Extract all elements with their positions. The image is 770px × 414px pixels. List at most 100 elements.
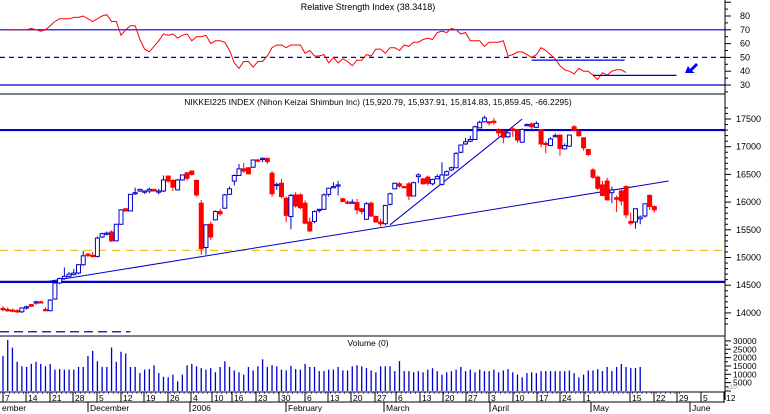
candle-body	[189, 170, 195, 175]
month-label: 2006	[192, 403, 211, 412]
candle-body	[94, 237, 100, 257]
day-label: 6	[398, 393, 403, 403]
day-label: 23	[258, 393, 268, 403]
day-label: 10	[515, 393, 525, 403]
candle-body	[274, 183, 280, 187]
candle-body	[245, 167, 251, 175]
day-label: 16	[234, 393, 244, 403]
price-tick-label: 16000	[736, 197, 761, 207]
month-label: May	[593, 403, 610, 412]
candle-body	[477, 121, 483, 129]
price-tick-label: 15500	[736, 225, 761, 235]
candle-body	[194, 179, 200, 196]
day-label: 26	[170, 393, 180, 403]
day-label: 24	[562, 393, 572, 403]
price-tick-label: 16500	[736, 169, 761, 179]
candle-body	[71, 272, 77, 276]
candle-body	[628, 220, 634, 224]
day-label: 27	[377, 393, 387, 403]
candle-body	[99, 233, 105, 238]
rsi-annotations	[531, 59, 677, 76]
candle-body	[203, 224, 209, 249]
volume-tick-label: 15000	[733, 361, 757, 371]
candle-body	[160, 179, 166, 192]
candle-body	[33, 301, 39, 304]
candle-body	[590, 169, 596, 178]
candle-body	[217, 211, 223, 215]
candle-body	[269, 172, 275, 195]
day-label: 15	[632, 393, 642, 403]
candle-body	[208, 223, 214, 238]
candle-body	[165, 175, 171, 182]
candle-body	[260, 157, 266, 161]
candle-body	[250, 159, 256, 168]
candle-body	[373, 216, 379, 223]
candle-body	[335, 184, 341, 187]
candle-body	[392, 182, 398, 190]
candle-body	[127, 193, 133, 212]
candle-body	[146, 188, 152, 192]
candle-body	[345, 201, 351, 204]
candle-body	[651, 206, 657, 211]
candle-body	[231, 175, 237, 182]
day-label: 12	[123, 393, 133, 403]
rsi-tick-label: 80	[740, 11, 750, 21]
candle-body	[24, 306, 30, 309]
candle-body	[458, 144, 464, 153]
day-label: 5	[703, 393, 708, 403]
candle-body	[637, 216, 643, 220]
candle-body	[519, 129, 525, 143]
candle-body	[14, 310, 20, 313]
day-label: 10	[214, 393, 224, 403]
candle-body	[175, 179, 181, 191]
candle-body	[85, 253, 91, 256]
candle-body	[434, 176, 440, 180]
candle-body	[363, 203, 369, 220]
rsi-tick-label: 40	[740, 66, 750, 76]
candle-body	[264, 157, 270, 163]
day-label: 29	[679, 393, 689, 403]
day-label: 3	[491, 393, 496, 403]
month-label: December	[90, 403, 129, 412]
candle-body	[76, 264, 82, 274]
candle-body	[109, 231, 115, 242]
day-label: 19	[146, 393, 156, 403]
trendline	[45, 180, 669, 283]
day-label: 30	[281, 393, 291, 403]
candle-body	[420, 178, 426, 185]
candle-body	[382, 204, 388, 225]
volume-tick-label: 30000	[733, 336, 757, 346]
day-label: 13	[330, 393, 340, 403]
candle-body	[321, 194, 327, 210]
month-label: April	[492, 403, 509, 412]
candle-body	[396, 183, 402, 187]
candle-body	[557, 134, 563, 149]
candle-body	[401, 186, 407, 189]
candle-body	[0, 307, 6, 311]
candle-body	[425, 176, 431, 184]
price-panel: NIKKEI225 INDEX (Nihon Keizai Shimbun In…	[0, 97, 761, 333]
candle-body	[368, 202, 374, 217]
candle-body	[472, 126, 478, 140]
candle-body	[576, 130, 582, 137]
candle-body	[632, 208, 638, 223]
candle-body	[283, 197, 289, 216]
rsi-tick-label: 70	[740, 25, 750, 35]
candle-body	[533, 122, 539, 128]
candle-body	[439, 174, 445, 185]
price-tick-label: 14000	[736, 308, 761, 318]
candle-body	[642, 203, 648, 217]
candle-body	[293, 194, 299, 207]
candle-body	[236, 168, 242, 177]
month-label: June	[692, 403, 711, 412]
rsi-title: Relative Strength Index (38.3418)	[301, 2, 436, 12]
candle-body	[467, 138, 473, 142]
candle-body	[486, 121, 492, 124]
candle-body	[510, 128, 516, 131]
day-label: 22	[656, 393, 666, 403]
candle-body	[184, 172, 190, 179]
candle-body	[137, 188, 143, 192]
candle-body	[524, 124, 530, 127]
candle-body	[156, 190, 162, 193]
candle-body	[52, 282, 58, 300]
